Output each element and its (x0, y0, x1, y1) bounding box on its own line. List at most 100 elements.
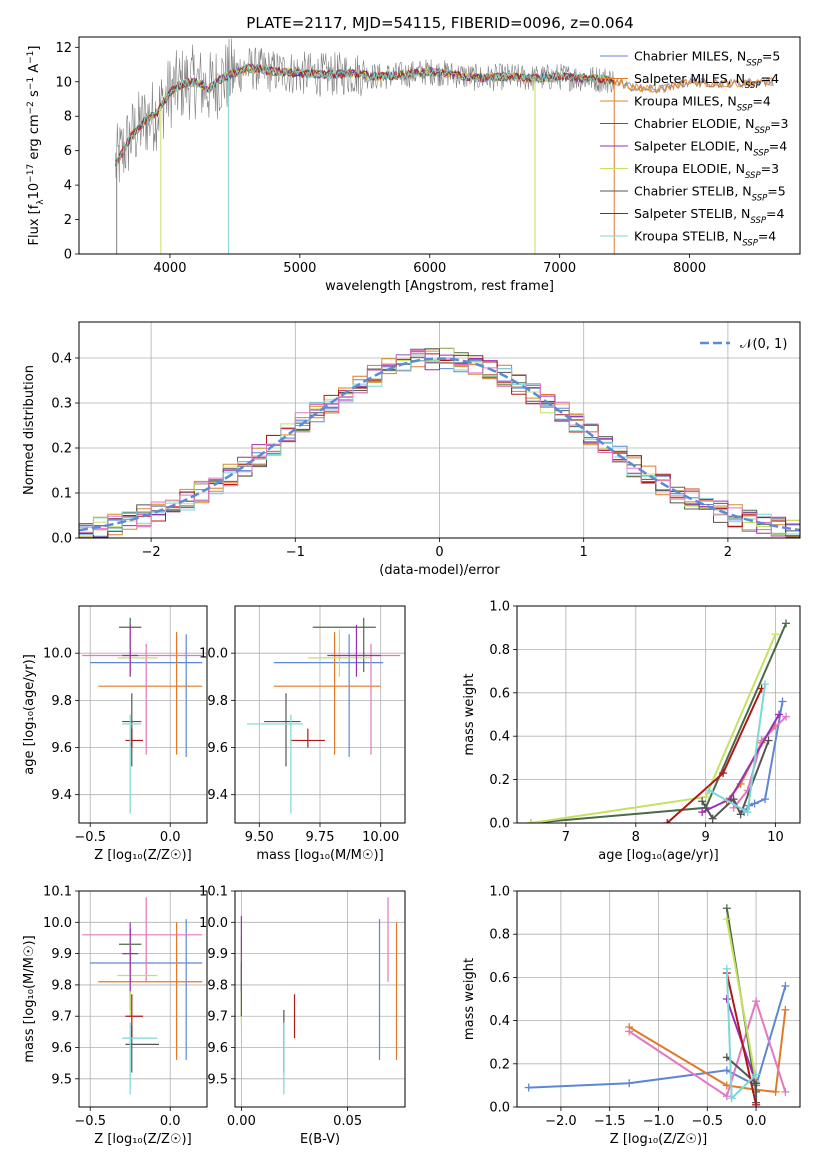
weight-series-5 (725, 918, 758, 1082)
panel-residuals: −2 −1 0 1 2 0.0 0.1 0.2 0.3 0.4 (data-model)/error… (22, 321, 801, 578)
weight-series-2 (628, 997, 787, 1098)
axes-frame (234, 605, 406, 824)
y-tick-label: 10.1 (43, 885, 72, 900)
y-tick-label: 9.8 (51, 978, 72, 993)
y-tick-label: 12 (55, 41, 72, 56)
y-tick-label: 0.1 (51, 487, 72, 502)
data-point (125, 728, 143, 748)
data-point (307, 629, 371, 677)
x-tick-label: 8 (632, 830, 640, 845)
grid (79, 890, 207, 1107)
x-tick-label: 7 (562, 830, 570, 845)
y-tick-label: 0.0 (489, 817, 510, 832)
grid (235, 606, 405, 823)
observed-spectrum (115, 38, 615, 183)
marker-plus (701, 792, 710, 801)
y-axis-label: Normed distribution (22, 365, 37, 495)
y-tick-label: 4 (64, 179, 72, 194)
y-tick-label: 0.2 (489, 773, 510, 788)
plot-area (247, 617, 401, 814)
legend-entry: Chabrier ELODIE, NSSP=3 (634, 116, 789, 136)
x-axis-label: wavelength [Angstrom, rest frame] (325, 279, 554, 294)
marker-plus (722, 1066, 731, 1075)
y-tick-label: 0.2 (51, 442, 72, 457)
x-tick-label: −2 (142, 545, 161, 560)
y-axis-label: mass weight (462, 958, 477, 1040)
y-tick-label: 0.6 (489, 971, 510, 986)
x-axis-label: Z [log₁₀(Z/Z☉)] (94, 1132, 191, 1147)
panel-weight_vs_age: 7 8 9 10 0.0 0.2 0.4 0.6 0.8 1.0 age [log₁₀(age/yr… (462, 600, 801, 863)
weight-series-5 (530, 633, 777, 823)
x-tick-label: −1 (286, 545, 305, 560)
x-axis-label: Z [log₁₀(Z/Z☉)] (610, 1132, 707, 1147)
y-tick-label: 0 (64, 248, 72, 263)
data-point (98, 631, 203, 755)
y-tick-label: 9.9 (207, 947, 228, 962)
y-tick-label: 8 (64, 110, 72, 125)
data-point (125, 994, 143, 1039)
panel-spectrum: 4000 5000 6000 7000 8000 0 2 4 6 8 10 12 wavelength … (26, 36, 801, 294)
y-tick-label: 9.6 (51, 741, 72, 756)
x-axis-label: (data-model)/error (379, 563, 500, 578)
legend: 𝒩(0, 1) (700, 337, 787, 352)
y-tick-label: 9.8 (207, 694, 228, 709)
plot-area (526, 619, 791, 823)
x-tick-label: −0.5 (692, 1114, 724, 1129)
x-tick-label: 9.50 (245, 830, 274, 845)
marker-plus (781, 1005, 790, 1014)
marker-plus (625, 1027, 634, 1036)
data-point (82, 897, 203, 982)
data-point (98, 922, 203, 1061)
marker-plus (722, 915, 731, 924)
data-point (290, 728, 325, 748)
data-point (247, 714, 303, 814)
plot-area (82, 617, 203, 814)
marker-plus (750, 799, 759, 808)
marker-plus (722, 964, 731, 973)
marker-plus (663, 819, 672, 823)
x-tick-label: 1 (580, 545, 588, 560)
x-tick-label: 5000 (283, 261, 316, 276)
y-tick-label: 9.6 (51, 1041, 72, 1056)
data-point (327, 624, 381, 677)
y-tick-label: 0.4 (489, 1014, 510, 1029)
y-tick-label: 0.2 (489, 1057, 510, 1072)
y-tick-label: 0.0 (51, 532, 72, 547)
panel-mass_vs_EBV: 0.00 0.05 9.5 9.6 9.7 9.8 9.9 10.0 10.1 E(B-V) (199, 885, 406, 1147)
marker-plus (722, 1092, 731, 1101)
axes-frame (234, 890, 406, 1108)
marker-plus (752, 1070, 761, 1079)
data-point (273, 631, 381, 755)
x-tick-label: 2 (724, 545, 732, 560)
x-tick-label: 7000 (543, 261, 576, 276)
marker-plus (778, 697, 787, 706)
data-point (122, 1022, 158, 1095)
data-point (82, 643, 203, 755)
x-tick-label: 0.0 (746, 1114, 767, 1129)
figure-title: PLATE=2117, MJD=54115, FIBERID=0096, z=0… (246, 14, 633, 32)
plot-area (82, 897, 203, 1095)
legend-entry: Kroupa STELIB, NSSP=4 (634, 229, 776, 249)
x-tick-label: −1.5 (594, 1114, 626, 1129)
x-axis-label: age [log₁₀(age/yr)] (598, 848, 719, 863)
normal-curve (79, 357, 800, 532)
y-tick-label: 9.4 (51, 788, 72, 803)
model-spectrum-7 (115, 63, 615, 165)
marker-plus (722, 904, 731, 913)
grid (79, 606, 207, 823)
data-point (122, 624, 139, 677)
axes-frame (78, 321, 801, 539)
y-axis-label: age [log₁₀(age/yr)] (22, 654, 37, 775)
marker-plus (752, 1079, 761, 1088)
marker-plus (729, 795, 738, 804)
marker-plus (771, 1087, 780, 1096)
histogram-series-9 (79, 350, 800, 538)
legend-entry: Kroupa MILES, NSSP=4 (634, 94, 771, 114)
x-tick-label: 10 (767, 830, 784, 845)
panel-age_vs_mass: 9.50 9.75 10.00 9.4 9.6 9.8 10.0 mass [log₁₀(M/… (199, 605, 406, 863)
y-tick-label: 9.5 (207, 1072, 228, 1087)
marker-plus (775, 710, 784, 719)
plot-area (114, 38, 774, 254)
